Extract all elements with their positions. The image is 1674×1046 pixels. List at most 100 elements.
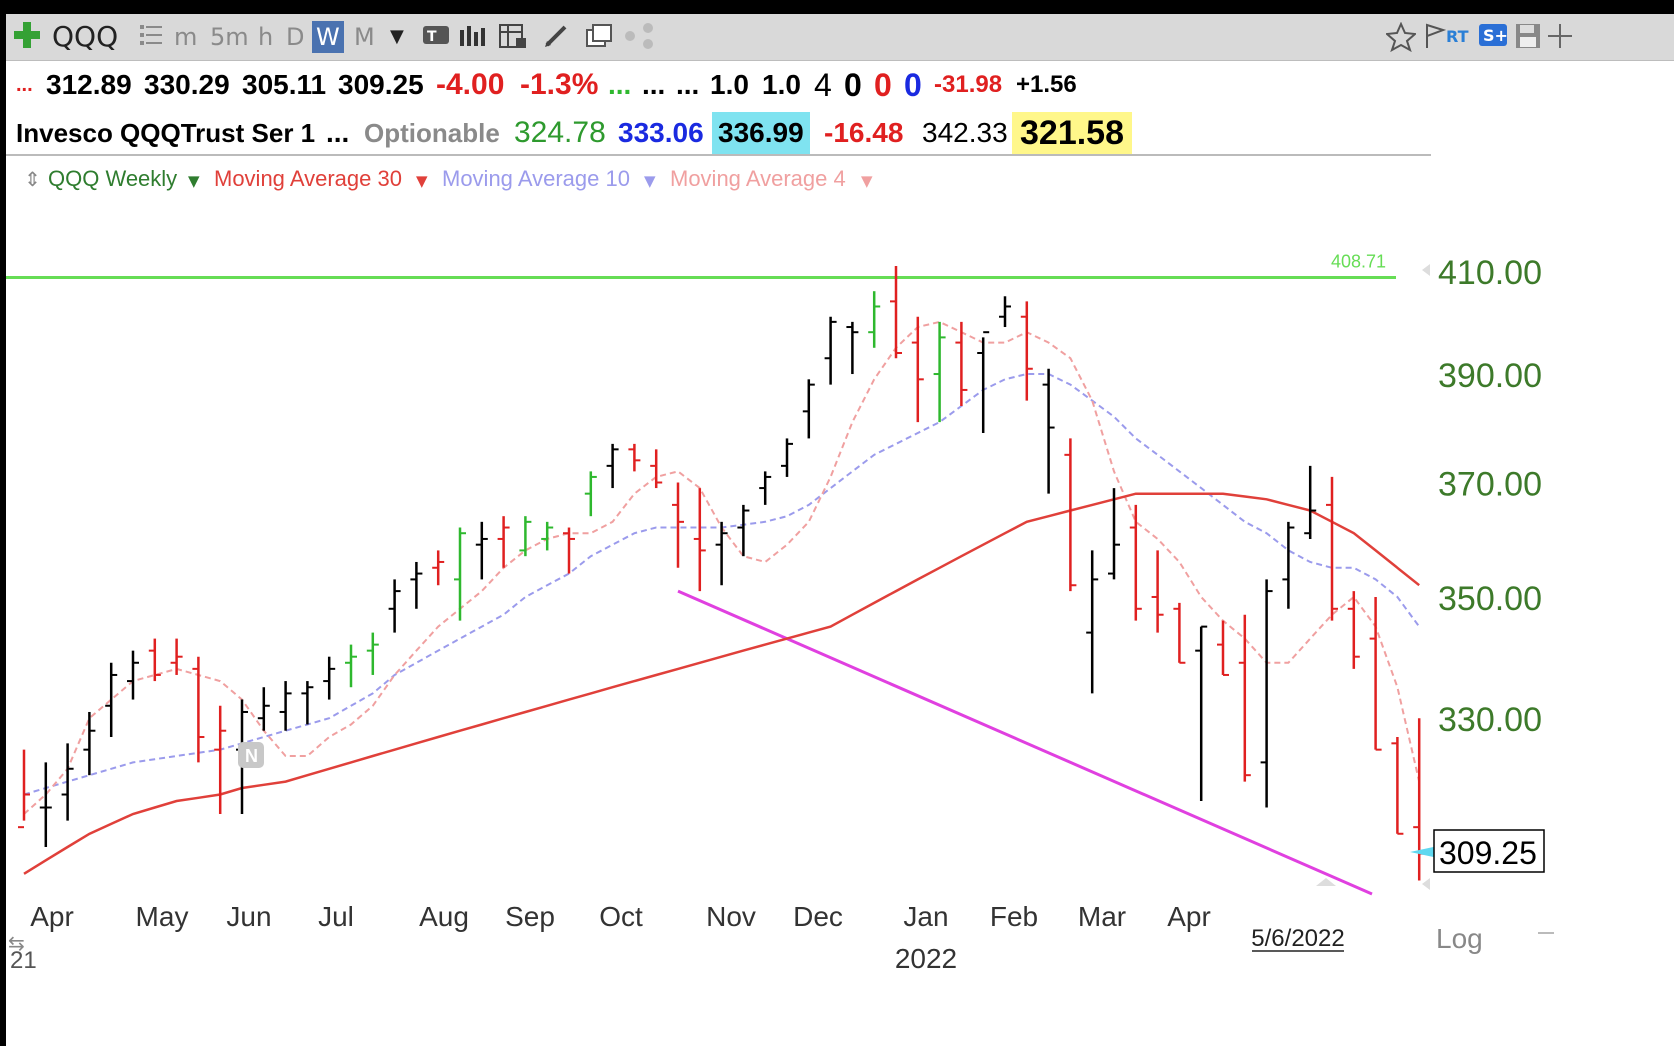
x-year-fragment: 21 (10, 947, 37, 974)
ohlc-bar (192, 656, 205, 763)
legend-ma10-label: Moving Average 10 (442, 166, 630, 191)
y-tick-label: 410.00 (1438, 254, 1542, 292)
star-icon[interactable] (1384, 21, 1418, 53)
ohlc-bar (933, 321, 946, 423)
ohlc-bar (1064, 438, 1077, 592)
chart-window: QQQ m 5m h D W M ▼ T (6, 14, 1674, 1046)
copy-icon[interactable] (584, 22, 614, 52)
ohlc-bar (61, 743, 74, 821)
ohlc-bar (628, 443, 641, 472)
ohlc-bar (1020, 301, 1033, 401)
axis-pointer-top (1422, 264, 1430, 276)
y-tick-label: 330.00 (1438, 701, 1542, 739)
interval-minute[interactable]: m (174, 23, 198, 51)
quote-open: 312.89 (46, 69, 132, 100)
ohlc-bar (1217, 620, 1229, 676)
ohlc-bar (955, 321, 968, 406)
date-marker-label: 5/6/2022 (1251, 925, 1344, 952)
ohlc-bar (497, 516, 510, 568)
quote-price-6: 321.58 (1012, 112, 1132, 154)
quote-dots-4: ... (676, 69, 700, 100)
ohlc-bar (1369, 596, 1382, 751)
ohlc-bar (781, 438, 793, 477)
earnings-marker-label: N (245, 746, 258, 766)
quote-count-2: 0 (844, 67, 862, 103)
ohlc-bar (410, 561, 423, 609)
share-icon[interactable] (624, 22, 656, 52)
legend-ma30-label: Moving Average 30 (214, 166, 402, 191)
x-year-label: 2022 (895, 943, 957, 974)
ohlc-bar (999, 296, 1011, 328)
ohlc-bar (1260, 579, 1273, 808)
interval-hour[interactable]: h (258, 23, 274, 51)
legend-series-dropdown-icon: ▼ (188, 172, 200, 190)
x-tick-label: Apr (30, 901, 74, 932)
s-plus-icon[interactable]: S+ (1478, 22, 1508, 52)
last-price-box (1433, 829, 1545, 873)
ohlc-bar (1413, 718, 1426, 881)
instrument-name: Invesco QQQTrust Ser 1 (16, 118, 316, 148)
scroll-back-icon: ⇆ (8, 931, 25, 955)
ohlc-bar (454, 527, 466, 621)
quote-price-4: -16.48 (824, 117, 904, 148)
log-scale-toggle: Log (1436, 923, 1483, 954)
interval-dropdown-icon[interactable]: ▼ (390, 26, 404, 47)
symbol-field[interactable]: QQQ (52, 20, 119, 53)
plus-icon[interactable] (12, 20, 42, 50)
quote-count-1: 4 (814, 67, 832, 103)
ohlc-bar (388, 579, 401, 633)
resistance-label: 408.71 (1331, 251, 1386, 271)
ohlc-bar (890, 265, 902, 359)
interval-week[interactable]: W (312, 21, 344, 53)
interval-month[interactable]: M (354, 23, 375, 51)
x-tick-label: Jun (226, 901, 271, 932)
ohlc-bar (1042, 368, 1055, 494)
date-pointer-icon (1316, 878, 1336, 886)
ohlc-bar (127, 650, 139, 700)
interval-day[interactable]: D (286, 23, 305, 51)
pencil-icon[interactable] (542, 22, 570, 52)
ohlc-bar (214, 705, 227, 815)
quote-price-3: 336.99 (712, 112, 810, 154)
realtime-label[interactable]: RT (1446, 27, 1469, 46)
ohlc-bar (541, 521, 554, 551)
bar-chart-icon[interactable] (458, 22, 488, 52)
x-tick-label: Oct (599, 901, 643, 932)
ohlc-bar (148, 638, 161, 682)
legend-series-label: QQQ Weekly (48, 166, 177, 191)
x-tick-label: Aug (419, 901, 469, 932)
ohlc-bar (606, 443, 619, 489)
support-trendline (677, 589, 1373, 896)
list-icon[interactable] (138, 22, 164, 52)
crosshair-icon[interactable] (1546, 22, 1574, 52)
ohlc-bar (693, 488, 706, 592)
price-chart[interactable]: ⇕ QQQ Weekly ▼ Moving Average 30 ▼ Moving Ave… (6, 14, 1674, 1046)
flag-icon[interactable] (1424, 22, 1447, 52)
ohlc-bar (519, 516, 532, 557)
legend-ma30-dropdown-icon: ▼ (416, 172, 428, 190)
ohlc-bar (257, 687, 270, 731)
legend-ma10-dropdown-icon: ▼ (644, 172, 656, 190)
y-tick-label: 390.00 (1438, 357, 1542, 395)
axis-pointer-bottom (1422, 878, 1430, 890)
ohlc-bar (1326, 476, 1338, 621)
quote-low: 305.11 (242, 69, 327, 100)
x-tick-label: Jul (318, 901, 354, 932)
ohlc-bar (345, 644, 357, 688)
quote-change-pct: -1.3% (520, 68, 599, 101)
ohlc-bar (432, 550, 445, 586)
ohlc-bar (1282, 521, 1295, 609)
text-tool-icon[interactable]: T (422, 22, 452, 52)
quote-price-1: 324.78 (514, 116, 606, 149)
save-icon[interactable] (1514, 22, 1542, 52)
x-tick-label: Jan (903, 901, 948, 932)
ohlc-bar (170, 638, 183, 675)
interval-5min[interactable]: 5m (210, 23, 249, 51)
ohlc-bar (279, 681, 292, 731)
indicator-table-icon[interactable] (498, 22, 528, 52)
quote-price-2: 333.06 (618, 117, 704, 148)
x-tick-label: Mar (1078, 901, 1126, 932)
ohlc-bar (1304, 465, 1317, 539)
ohlc-bar (650, 449, 663, 489)
ohlc-bar (39, 762, 52, 848)
